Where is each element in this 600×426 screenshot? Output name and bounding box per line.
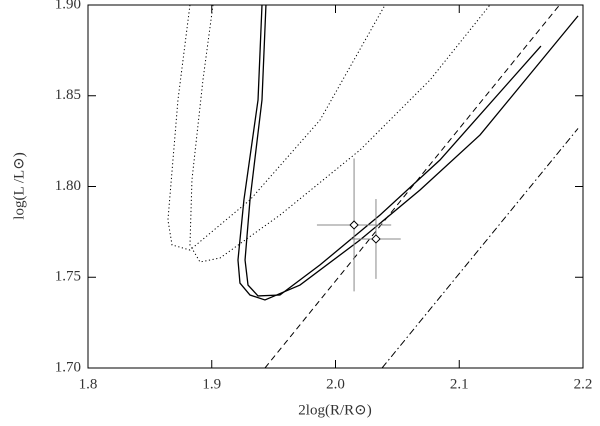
y-tick-label: 1.80 [55, 178, 81, 194]
data-point [371, 234, 381, 244]
line-solid [237, 4, 579, 301]
line-dotted [189, 4, 491, 263]
x-tick-label: 1.8 [79, 376, 98, 392]
y-axis-title: log(L /L⊙) [11, 152, 27, 219]
x-tick-label: 2.1 [450, 376, 469, 392]
line-dashdot [381, 128, 579, 369]
x-tick-label: 2.0 [326, 376, 345, 392]
line-dotted [167, 4, 386, 251]
y-tick-label: 1.85 [55, 87, 81, 103]
y-tick-label: 1.90 [55, 0, 81, 12]
x-tick-label: 1.9 [202, 376, 221, 392]
x-axis-title: 2log(R/R⊙) [298, 402, 371, 418]
y-tick-label: 1.70 [55, 359, 81, 375]
y-tick-label: 1.75 [55, 269, 81, 285]
data-point [349, 220, 359, 230]
x-tick-label: 2.2 [574, 376, 593, 392]
plot-frame [87, 4, 584, 369]
line-solid [244, 4, 542, 297]
line-dashed [264, 4, 560, 369]
